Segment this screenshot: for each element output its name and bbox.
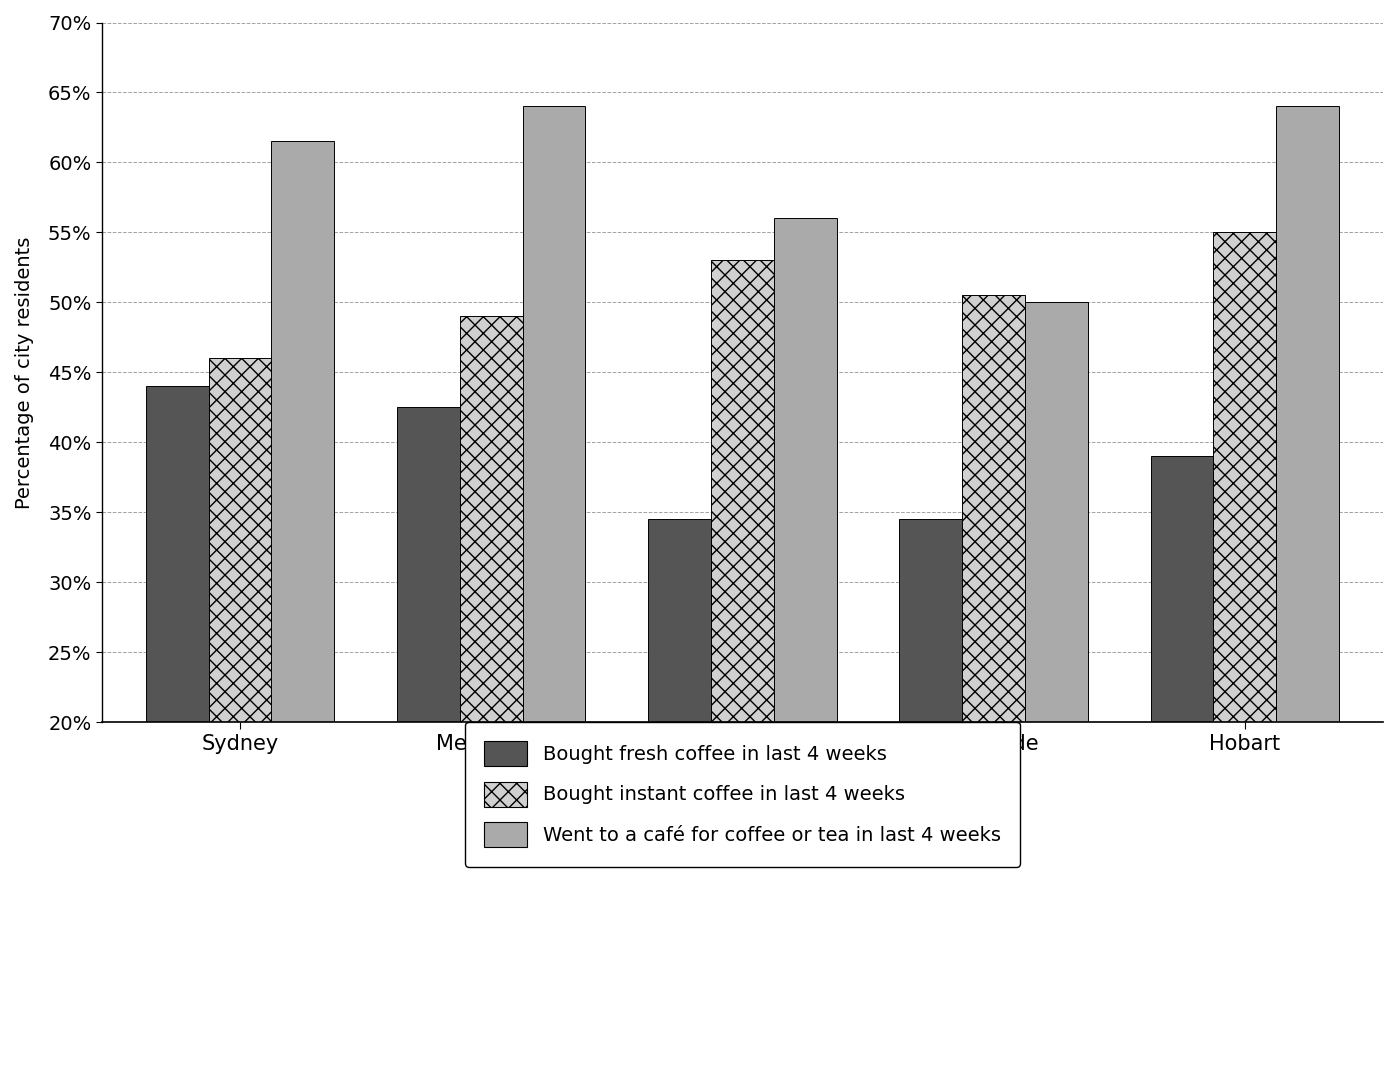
- Bar: [1276, 107, 1339, 723]
- Bar: [145, 386, 208, 723]
- Y-axis label: Percentage of city residents: Percentage of city residents: [15, 236, 34, 509]
- Legend: Bought fresh coffee in last 4 weeks, Bought instant coffee in last 4 weeks, Went: Bought fresh coffee in last 4 weeks, Bou…: [466, 722, 1021, 867]
- Bar: [649, 520, 712, 723]
- Bar: [523, 107, 586, 723]
- Bar: [1025, 303, 1088, 723]
- Bar: [208, 358, 271, 723]
- Bar: [899, 520, 962, 723]
- Bar: [397, 407, 460, 723]
- Bar: [962, 295, 1025, 723]
- Bar: [712, 261, 774, 723]
- Bar: [1213, 232, 1276, 723]
- Bar: [460, 316, 523, 723]
- Bar: [271, 141, 334, 723]
- Bar: [774, 218, 836, 723]
- Bar: [1151, 456, 1213, 723]
